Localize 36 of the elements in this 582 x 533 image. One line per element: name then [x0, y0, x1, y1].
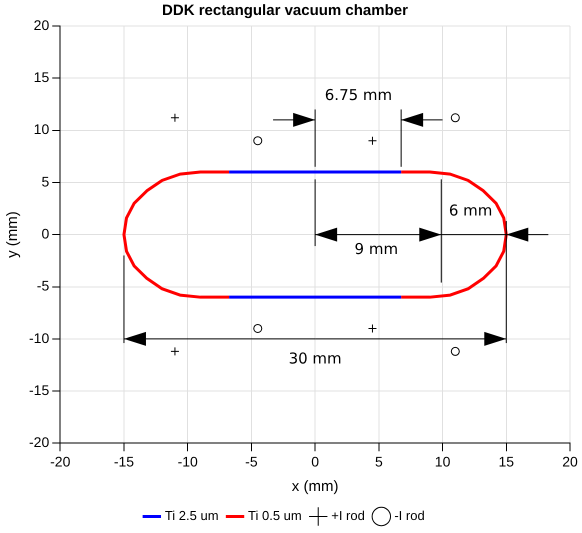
chart-title: DDK rectangular vacuum chamber	[162, 2, 408, 20]
x-tick-label: -15	[114, 453, 134, 470]
y-axis-title: y (mm)	[4, 211, 22, 258]
x-tick-label: 20	[562, 453, 578, 470]
y-tick-label: 5	[41, 173, 50, 190]
x-tick-label: 5	[374, 453, 383, 470]
point	[170, 346, 180, 356]
legend-label: Ti 0.5 um	[248, 508, 302, 524]
y-tick-label: -20	[29, 434, 50, 450]
x-tick-label: 15	[498, 453, 514, 470]
legend-label: -I rod	[394, 508, 425, 524]
y-tick-label: -15	[29, 382, 50, 398]
point	[368, 324, 377, 333]
x-tick-label: -10	[178, 453, 198, 470]
point	[253, 136, 262, 146]
legend-label: Ti 2.5 um	[164, 508, 219, 524]
y-tick-label: 10	[34, 121, 50, 138]
annotation: 6.75 mm	[324, 86, 392, 104]
y-tick-label: -10	[29, 330, 50, 346]
point	[253, 324, 262, 333]
y-tick-label: -5	[36, 278, 50, 294]
annotation: 6 mm	[448, 202, 492, 220]
point	[368, 136, 377, 146]
legend-label: +I rod	[331, 508, 365, 524]
x-tick-label: -5	[245, 453, 258, 470]
annotation: 30 mm	[288, 350, 342, 368]
x-axis-title: x (mm)	[292, 478, 338, 496]
y-tick-label: 15	[34, 69, 50, 86]
point	[450, 346, 460, 356]
x-tick-label: 0	[311, 453, 320, 470]
annotation: 9 mm	[354, 240, 398, 258]
y-tick-label: 0	[41, 225, 50, 242]
y-tick-label: 20	[34, 16, 50, 33]
point	[170, 113, 180, 122]
point	[450, 113, 460, 122]
x-tick-label: 10	[434, 453, 451, 470]
